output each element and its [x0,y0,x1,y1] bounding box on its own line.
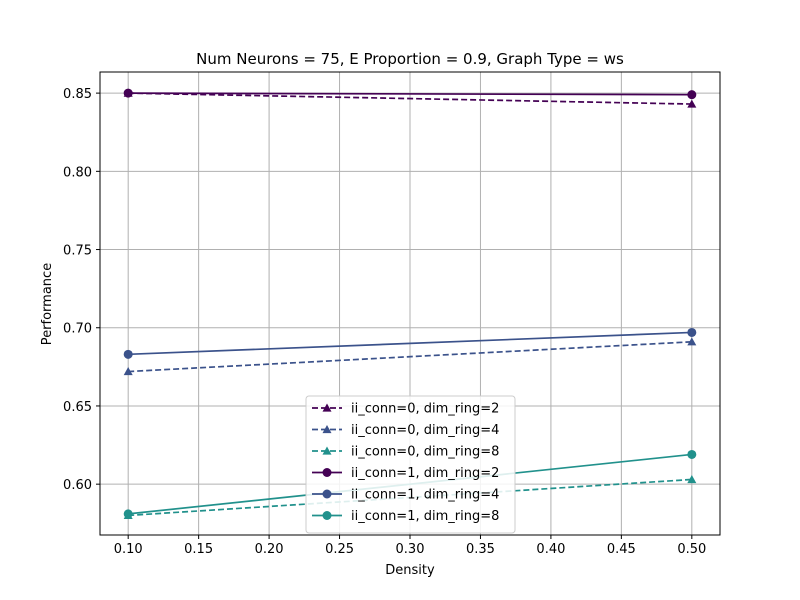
legend-marker [322,403,332,412]
data-point [123,349,133,359]
data-point [687,99,697,108]
legend-label: ii_conn=0, dim_ring=4 [351,423,499,438]
y-axis-label: Performance [40,263,55,345]
y-tick-label: 0.80 [63,165,92,180]
data-point [687,327,697,337]
y-tick-label: 0.85 [63,87,92,102]
legend-item: ii_conn=1, dim_ring=2 [312,466,499,481]
legend-marker [322,489,332,499]
legend-label: ii_conn=1, dim_ring=8 [351,509,499,524]
y-tick-label: 0.70 [63,322,92,337]
data-point [687,449,697,459]
y-tick-label: 0.65 [63,400,92,415]
data-point [687,337,697,346]
x-tick-label: 0.30 [396,542,425,557]
legend-marker [322,446,332,455]
data-point [123,88,133,98]
legend-item: ii_conn=1, dim_ring=8 [312,509,499,524]
data-point [687,90,697,100]
legend-label: ii_conn=1, dim_ring=2 [351,466,499,481]
x-tick-label: 0.10 [114,542,143,557]
legend-label: ii_conn=0, dim_ring=8 [351,445,499,460]
legend-item: ii_conn=0, dim_ring=4 [312,423,499,438]
y-tick-label: 0.75 [63,244,92,259]
x-axis-label: Density [385,563,435,578]
y-axis: 0.60 0.65 0.70 0.75 0.80 0.85 [63,87,100,493]
x-tick-label: 0.20 [255,542,284,557]
legend-box [305,395,516,534]
data-point [123,367,133,376]
legend-marker [322,511,332,520]
x-tick-label: 0.40 [536,542,565,557]
series-line [128,340,692,373]
series-line [128,92,692,105]
series-5 [123,327,697,359]
x-tick-label: 0.25 [325,542,354,557]
data-point [687,474,697,484]
y-tick-label: 0.60 [63,478,92,493]
legend-marker [322,425,332,434]
x-tick-label: 0.15 [184,542,213,557]
x-tick-label: 0.45 [607,542,636,557]
series-2 [123,337,697,376]
legend-label: ii_conn=1, dim_ring=4 [351,488,499,503]
series-line [128,331,692,356]
legend: ii_conn=0, dim_ring=2 ii_conn=0, dim_ring… [305,395,516,534]
x-tick-label: 0.35 [466,542,495,557]
series-line [128,92,692,96]
series-4 [123,88,697,100]
x-axis: 0.10 0.15 0.20 0.25 0.30 0.35 0.40 0.45 0.50 [114,535,706,557]
grid [100,72,720,535]
legend-item: ii_conn=0, dim_ring=2 [312,402,499,417]
legend-item: ii_conn=0, dim_ring=8 [312,445,499,460]
legend-marker [322,468,332,477]
x-tick-label: 0.50 [677,542,706,557]
legend-label: ii_conn=0, dim_ring=2 [351,402,499,417]
data-point [123,509,133,519]
chart-title: Num Neurons = 75, E Proportion = 0.9, Gr… [196,50,624,68]
legend-item: ii_conn=1, dim_ring=4 [312,488,499,503]
